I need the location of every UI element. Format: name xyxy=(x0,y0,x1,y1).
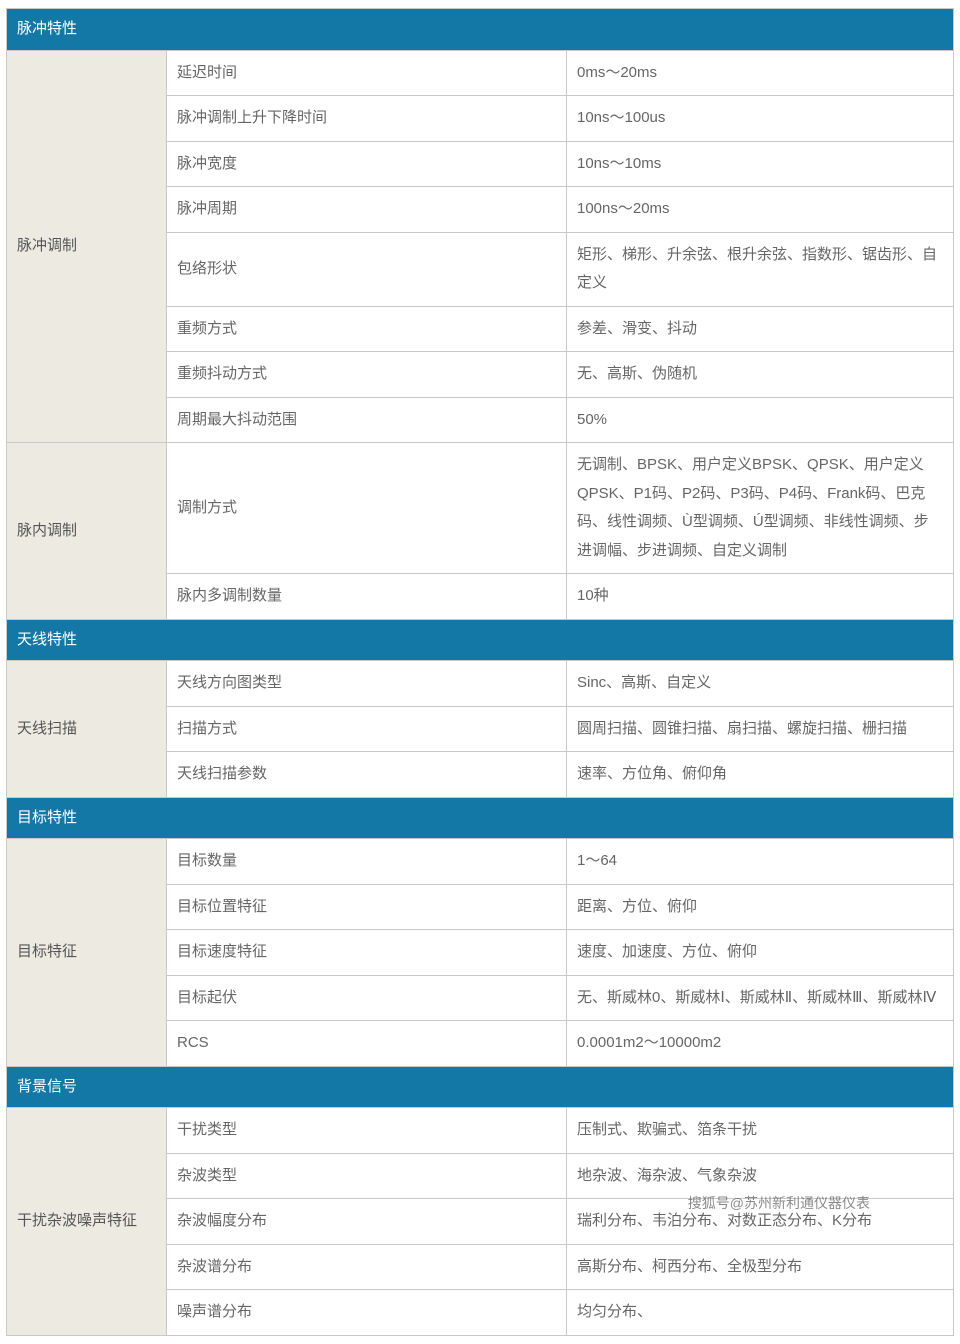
value-cell: 圆周扫描、圆锥扫描、扇扫描、螺旋扫描、栅扫描 xyxy=(567,706,954,752)
category-cell: 目标特征 xyxy=(7,839,167,1067)
table-row: 脉冲调制延迟时间0ms～20ms xyxy=(7,50,954,96)
value-cell: 无调制、BPSK、用户定义BPSK、QPSK、用户定义QPSK、P1码、P2码、… xyxy=(567,443,954,574)
value-cell: Sinc、高斯、自定义 xyxy=(567,661,954,707)
param-cell: RCS xyxy=(167,1021,567,1067)
value-cell: 压制式、欺骗式、箔条干扰 xyxy=(567,1108,954,1154)
value-cell: 1～64 xyxy=(567,839,954,885)
table-row: 目标特征目标数量1～64 xyxy=(7,839,954,885)
spec-table: 脉冲特性脉冲调制延迟时间0ms～20ms脉冲调制上升下降时间10ns～100us… xyxy=(6,8,954,1336)
param-cell: 杂波幅度分布 xyxy=(167,1199,567,1245)
param-cell: 脉冲周期 xyxy=(167,187,567,233)
value-cell: 均匀分布、 xyxy=(567,1290,954,1336)
table-row: 天线扫描天线方向图类型Sinc、高斯、自定义 xyxy=(7,661,954,707)
param-cell: 目标位置特征 xyxy=(167,884,567,930)
category-cell: 脉冲调制 xyxy=(7,50,167,443)
value-cell: 速率、方位角、俯仰角 xyxy=(567,752,954,798)
value-cell: 速度、加速度、方位、俯仰 xyxy=(567,930,954,976)
section-header: 天线特性 xyxy=(7,619,954,661)
param-cell: 目标数量 xyxy=(167,839,567,885)
value-cell: 参差、滑变、抖动 xyxy=(567,306,954,352)
value-cell: 矩形、梯形、升余弦、根升余弦、指数形、锯齿形、自定义 xyxy=(567,232,954,306)
param-cell: 目标速度特征 xyxy=(167,930,567,976)
value-cell: 50% xyxy=(567,397,954,443)
param-cell: 扫描方式 xyxy=(167,706,567,752)
param-cell: 脉内多调制数量 xyxy=(167,574,567,620)
param-cell: 包络形状 xyxy=(167,232,567,306)
param-cell: 脉冲调制上升下降时间 xyxy=(167,96,567,142)
table-row: 脉内调制调制方式无调制、BPSK、用户定义BPSK、QPSK、用户定义QPSK、… xyxy=(7,443,954,574)
value-cell: 地杂波、海杂波、气象杂波 xyxy=(567,1153,954,1199)
param-cell: 脉冲宽度 xyxy=(167,141,567,187)
value-cell: 高斯分布、柯西分布、全极型分布 xyxy=(567,1244,954,1290)
table-row: 干扰杂波噪声特征干扰类型压制式、欺骗式、箔条干扰 xyxy=(7,1108,954,1154)
section-header: 背景信号 xyxy=(7,1066,954,1108)
param-cell: 调制方式 xyxy=(167,443,567,574)
param-cell: 重频方式 xyxy=(167,306,567,352)
category-cell: 天线扫描 xyxy=(7,661,167,798)
category-cell: 干扰杂波噪声特征 xyxy=(7,1108,167,1336)
category-cell: 脉内调制 xyxy=(7,443,167,620)
param-cell: 目标起伏 xyxy=(167,975,567,1021)
value-cell: 无、斯威林0、斯威林Ⅰ、斯威林Ⅱ、斯威林Ⅲ、斯威林Ⅳ xyxy=(567,975,954,1021)
value-cell: 10ns～10ms xyxy=(567,141,954,187)
param-cell: 噪声谱分布 xyxy=(167,1290,567,1336)
value-cell: 0.0001m2～10000m2 xyxy=(567,1021,954,1067)
value-cell: 100ns～20ms xyxy=(567,187,954,233)
param-cell: 天线扫描参数 xyxy=(167,752,567,798)
param-cell: 重频抖动方式 xyxy=(167,352,567,398)
param-cell: 干扰类型 xyxy=(167,1108,567,1154)
section-header: 目标特性 xyxy=(7,797,954,839)
param-cell: 杂波类型 xyxy=(167,1153,567,1199)
param-cell: 延迟时间 xyxy=(167,50,567,96)
value-cell: 10ns～100us xyxy=(567,96,954,142)
param-cell: 周期最大抖动范围 xyxy=(167,397,567,443)
value-cell: 距离、方位、俯仰 xyxy=(567,884,954,930)
value-cell: 0ms～20ms xyxy=(567,50,954,96)
value-cell: 10种 xyxy=(567,574,954,620)
param-cell: 天线方向图类型 xyxy=(167,661,567,707)
param-cell: 杂波谱分布 xyxy=(167,1244,567,1290)
value-cell: 瑞利分布、韦泊分布、对数正态分布、K分布 xyxy=(567,1199,954,1245)
value-cell: 无、高斯、伪随机 xyxy=(567,352,954,398)
section-header: 脉冲特性 xyxy=(7,9,954,51)
